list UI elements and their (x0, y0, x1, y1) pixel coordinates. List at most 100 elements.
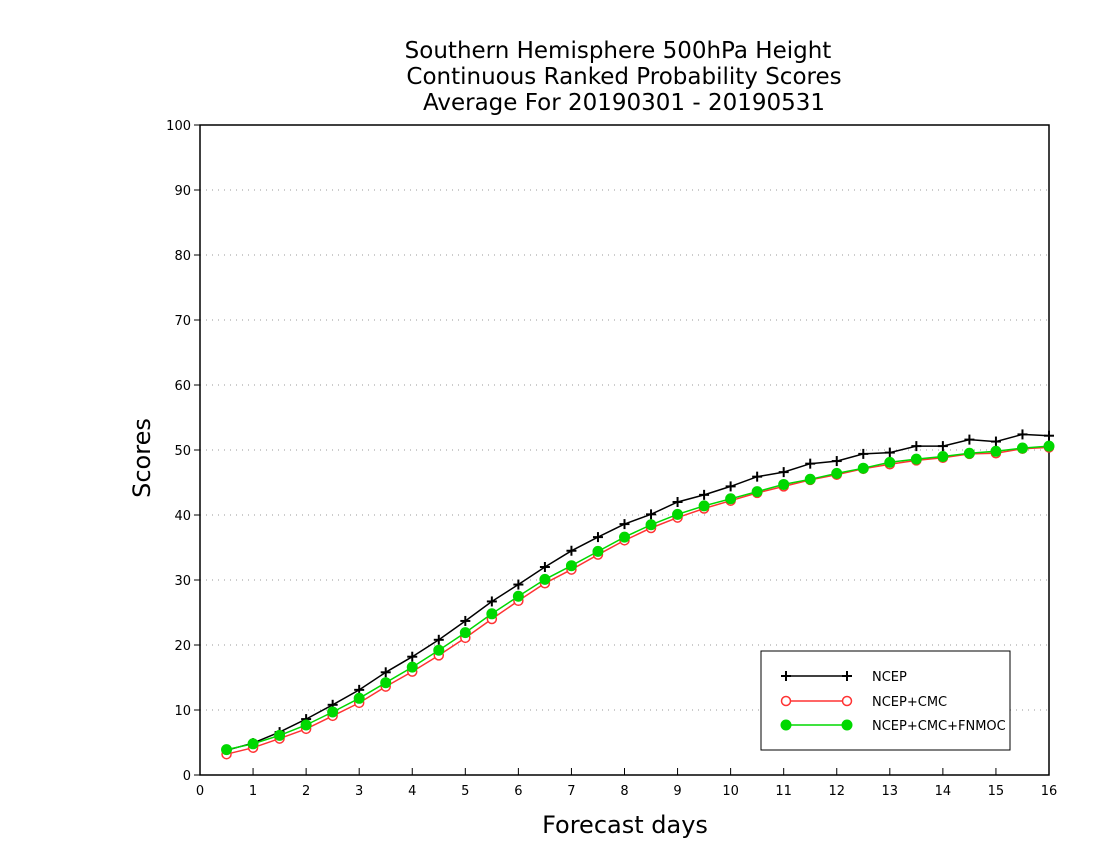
x-tick-label: 16 (1041, 784, 1058, 799)
data-point-ncep-cmc-fnmoc (910, 453, 922, 465)
y-tick-label: 30 (174, 574, 191, 589)
x-tick-label: 12 (828, 784, 845, 799)
y-tick-label: 50 (174, 444, 191, 459)
x-tick-label: 1 (249, 784, 257, 799)
data-point-ncep-cmc-fnmoc (247, 738, 259, 750)
data-point-ncep-cmc-fnmoc (221, 744, 233, 756)
x-tick-label: 7 (567, 784, 575, 799)
data-point-ncep (725, 481, 736, 492)
y-tick-label: 40 (174, 509, 191, 524)
y-axis-title: Scores (128, 418, 156, 498)
x-tick-label: 2 (302, 784, 310, 799)
y-tick-label: 10 (174, 704, 191, 719)
x-tick-label: 6 (514, 784, 522, 799)
y-tick-label: 70 (174, 314, 191, 329)
data-point-ncep (566, 545, 577, 556)
data-point-ncep-cmc-fnmoc (512, 590, 524, 602)
x-tick-label: 13 (882, 784, 899, 799)
data-point-ncep (513, 579, 524, 590)
data-point-ncep-cmc-fnmoc (565, 560, 577, 572)
data-point-ncep-cmc-fnmoc (963, 447, 975, 459)
data-point-ncep (699, 489, 710, 500)
data-point-ncep-cmc-fnmoc (380, 677, 392, 689)
x-tick-label: 14 (935, 784, 952, 799)
data-point-ncep (805, 458, 816, 469)
legend-marker-ncep (781, 671, 791, 681)
data-point-ncep (990, 436, 1001, 447)
legend-item-ncep-cmc-fnmoc: NCEP+CMC+FNMOC (780, 719, 1006, 734)
legend-marker-ncep-cmc (841, 695, 853, 707)
data-point-ncep-cmc-fnmoc (592, 545, 604, 557)
legend-label-ncep-cmc-fnmoc: NCEP+CMC+FNMOC (872, 719, 1006, 734)
series-line-ncep (226, 433, 1050, 752)
legend-marker-ncep (842, 671, 852, 681)
x-tick-label: 10 (722, 784, 739, 799)
data-point-ncep (672, 497, 683, 507)
x-axis-title: Forecast days (542, 811, 708, 839)
data-point-ncep-cmc-fnmoc (937, 451, 949, 462)
legend-item-ncep: NCEP (781, 670, 907, 685)
chart-title-line-3: Average For 20190301 - 20190531 (423, 90, 825, 116)
y-tick-label: 90 (174, 184, 191, 199)
data-point-ncep-cmc-fnmoc (884, 456, 896, 468)
data-point-ncep-cmc-fnmoc (300, 719, 312, 731)
x-tick-label: 5 (461, 784, 469, 799)
data-point-ncep-cmc-fnmoc (459, 627, 471, 639)
data-point-ncep-cmc-fnmoc (645, 519, 657, 531)
chart-title-line-2: Continuous Ranked Probability Scores (406, 64, 841, 90)
data-point-ncep-cmc-fnmoc (672, 508, 684, 520)
x-tick-label: 4 (408, 784, 416, 799)
data-point-ncep-cmc-fnmoc (698, 500, 710, 512)
data-point-ncep-cmc-fnmoc (778, 478, 790, 490)
data-point-ncep (486, 596, 497, 607)
data-point-ncep (460, 615, 471, 626)
data-point-ncep-cmc-fnmoc (433, 644, 445, 656)
data-point-ncep-cmc-fnmoc (327, 706, 339, 718)
data-point-ncep (407, 651, 418, 662)
data-point-ncep (778, 467, 789, 478)
legend-marker-ncep-cmc-fnmoc (841, 719, 853, 731)
data-point-ncep-cmc-fnmoc (406, 661, 418, 673)
data-point-ncep-cmc-fnmoc (353, 692, 365, 704)
data-point-ncep-cmc-fnmoc (619, 531, 630, 543)
series-layer (221, 429, 1055, 760)
data-point-ncep (433, 634, 444, 645)
x-axis: 0 1 2 3 4 5 6 7 8 9 10 11 12 13 14 15 16 (196, 768, 1057, 799)
data-point-ncep (539, 562, 550, 572)
data-point-ncep-cmc-fnmoc (990, 445, 1002, 457)
y-axis: 0 10 20 30 40 50 60 70 80 90 100 (166, 119, 200, 784)
x-tick-label: 11 (775, 784, 792, 799)
gridlines (200, 189, 1049, 711)
data-point-ncep (619, 519, 630, 530)
x-tick-label: 3 (355, 784, 363, 799)
y-tick-label: 20 (174, 639, 191, 654)
legend-label-ncep: NCEP (872, 670, 907, 685)
chart-title: Southern Hemisphere 500hPa Height Contin… (405, 38, 842, 116)
y-tick-label: 0 (183, 769, 191, 784)
series-ncep (221, 429, 1054, 756)
data-point-ncep-cmc-fnmoc (804, 473, 816, 485)
data-point-ncep (592, 532, 603, 543)
legend: NCEP NCEP+CMC NCEP+CMC+FNMOC (760, 650, 1011, 751)
x-tick-label: 0 (196, 784, 204, 799)
data-point-ncep (937, 441, 948, 452)
x-tick-label: 9 (673, 784, 681, 799)
data-point-ncep-cmc-fnmoc (857, 462, 869, 474)
data-point-ncep-cmc-fnmoc (539, 573, 551, 585)
chart-title-line-1: Southern Hemisphere 500hPa Height (405, 38, 832, 64)
data-point-ncep-cmc-fnmoc (751, 486, 763, 498)
legend-marker-ncep-cmc-fnmoc (780, 719, 792, 731)
data-point-ncep (1017, 429, 1028, 440)
data-point-ncep (964, 434, 975, 445)
data-point-ncep-cmc-fnmoc (274, 729, 286, 741)
data-point-ncep-cmc-fnmoc (1016, 442, 1028, 454)
legend-marker-ncep-cmc (780, 695, 792, 707)
data-point-ncep (1044, 430, 1054, 441)
data-point-ncep (380, 667, 391, 678)
data-point-ncep (911, 441, 922, 452)
data-point-ncep-cmc-fnmoc (725, 493, 737, 505)
data-point-ncep (831, 456, 842, 467)
y-tick-label: 100 (166, 119, 191, 134)
data-point-ncep-cmc-fnmoc (1043, 440, 1055, 452)
